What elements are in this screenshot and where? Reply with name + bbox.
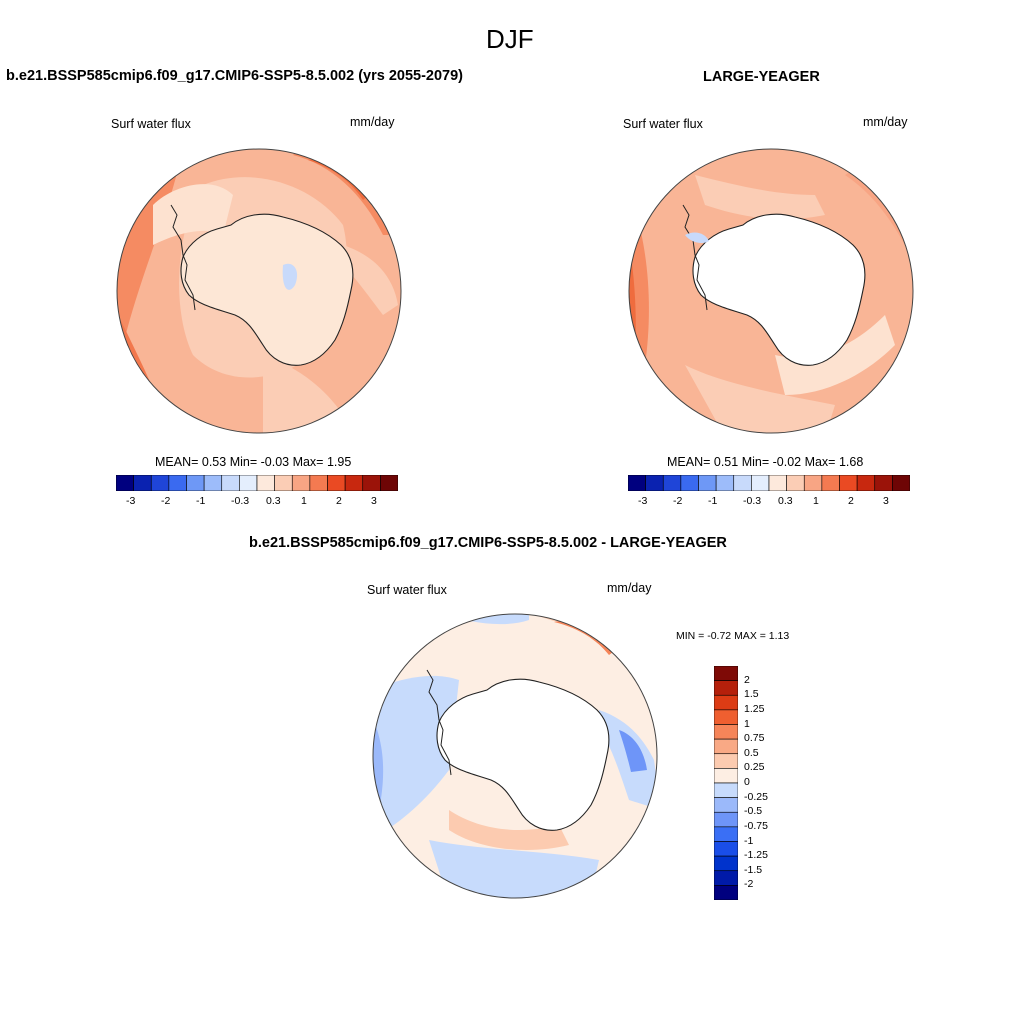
obs-colorbar-bin	[839, 475, 858, 491]
diff-units-label: mm/day	[607, 581, 652, 595]
diff-colorbar-bin	[714, 826, 738, 842]
diff-polar-map	[372, 613, 658, 899]
diff-colorbar-tick-label: 2	[744, 673, 750, 686]
model-colorbar-bin	[116, 475, 134, 491]
model-colorbar-bin	[150, 475, 170, 491]
diff-colorbar-tick-label: -2	[744, 878, 754, 891]
obs-colorbar-bin	[751, 475, 770, 491]
obs-panel-title: LARGE-YEAGER	[703, 69, 820, 85]
diff-colorbar-tick-label: 1.5	[744, 688, 759, 701]
diff-colorbar-tick-label: 0.75	[744, 732, 765, 745]
obs-colorbar-bin	[821, 475, 840, 491]
model-stats: MEAN= 0.53 Min= -0.03 Max= 1.95	[155, 455, 352, 469]
obs-colorbar-bin	[680, 475, 699, 491]
diff-colorbar-tick-label: -1.5	[744, 863, 763, 876]
diff-colorbar-bin	[714, 841, 738, 857]
model-colorbar-bin	[380, 475, 398, 491]
model-colorbar-bin	[186, 475, 205, 491]
model-variable-label: Surf water flux	[111, 117, 191, 131]
page-title: DJF	[486, 24, 534, 54]
obs-colorbar-tick-label: 2	[848, 495, 854, 507]
diff-variable-label: Surf water flux	[367, 583, 447, 597]
diff-colorbar-bin	[714, 797, 738, 813]
diff-colorbar-tick-label: 1.25	[744, 702, 765, 715]
diff-colorbar-bin	[714, 694, 738, 711]
obs-colorbar-tick-label: 1	[813, 495, 819, 507]
obs-colorbar-tick-label: -2	[673, 495, 683, 507]
diff-colorbar-tick-label: -0.25	[744, 790, 768, 803]
model-colorbar-tick-label: 1	[301, 495, 307, 507]
diff-colorbar-bin	[714, 753, 738, 769]
obs-colorbar-bin	[786, 475, 805, 491]
model-colorbar-bin	[327, 475, 346, 491]
diff-colorbar-bin	[714, 768, 738, 784]
model-colorbar-bin	[168, 475, 187, 491]
diff-colorbar-bin	[714, 724, 738, 740]
obs-stats: MEAN= 0.51 Min= -0.02 Max= 1.68	[667, 455, 864, 469]
diff-colorbar-tick-label: -0.5	[744, 805, 763, 818]
model-colorbar-bin	[239, 475, 258, 491]
diff-stats: MIN = -0.72 MAX = 1.13	[676, 630, 790, 642]
obs-colorbar-bin	[628, 475, 646, 491]
diff-colorbar-tick-label: -1.25	[744, 849, 768, 862]
model-polar-map	[116, 148, 402, 434]
diff-colorbar-tick-label: 0	[744, 776, 750, 788]
model-colorbar-bin	[309, 475, 328, 491]
diff-colorbar-bin	[714, 855, 738, 872]
model-panel-title: b.e21.BSSP585cmip6.f09_g17.CMIP6-SSP5-8.…	[6, 68, 464, 84]
diff-colorbar-bin	[714, 738, 738, 755]
obs-colorbar-bin	[715, 475, 735, 491]
obs-colorbar-tick-label: -1	[708, 495, 718, 507]
model-colorbar-bin	[274, 475, 293, 491]
diff-colorbar-tick-label: 1	[744, 717, 750, 730]
obs-colorbar-bin	[733, 475, 752, 491]
model-colorbar-bin	[221, 475, 240, 491]
model-colorbar-bin	[362, 475, 381, 491]
model-colorbar-bin	[344, 475, 364, 491]
diff-panel-title: b.e21.BSSP585cmip6.f09_g17.CMIP6-SSP5-8.…	[249, 535, 727, 551]
model-colorbar-tick-label: 0.3	[266, 495, 281, 507]
model-colorbar-bin	[133, 475, 152, 491]
model-colorbar-bin	[203, 475, 223, 491]
diff-colorbar-bin	[714, 782, 738, 798]
diff-colorbar-bin	[714, 666, 738, 681]
model-colorbar	[116, 475, 398, 491]
obs-colorbar-tick-label: -3	[638, 495, 648, 507]
model-colorbar-bin	[256, 475, 275, 491]
obs-colorbar-bin	[803, 475, 823, 491]
diff-colorbar-bin	[714, 811, 738, 828]
obs-colorbar-bin	[662, 475, 682, 491]
obs-colorbar-bin	[874, 475, 893, 491]
obs-units-label: mm/day	[863, 115, 908, 129]
model-colorbar-tick-label: -2	[161, 495, 171, 507]
obs-colorbar-bin	[645, 475, 664, 491]
model-colorbar-tick-label: 2	[336, 495, 342, 507]
model-colorbar-tick-label: -1	[196, 495, 206, 507]
model-colorbar-tick-label: -0.3	[231, 495, 250, 507]
obs-colorbar-tick-label: -0.3	[743, 495, 762, 507]
diff-colorbar-tick-label: 0.5	[744, 746, 759, 759]
obs-colorbar-bin	[856, 475, 876, 491]
diff-colorbar	[714, 666, 738, 900]
diff-colorbar-tick-label: -0.75	[744, 819, 768, 832]
diff-colorbar-bin	[714, 709, 738, 725]
obs-colorbar-bin	[698, 475, 717, 491]
obs-variable-label: Surf water flux	[623, 117, 703, 131]
model-colorbar-tick-label: 3	[371, 495, 377, 507]
obs-polar-map	[628, 148, 914, 434]
obs-colorbar-bin	[892, 475, 910, 491]
diff-colorbar-bin	[714, 680, 738, 696]
model-colorbar-bin	[291, 475, 311, 491]
obs-colorbar-tick-label: 0.3	[778, 495, 793, 507]
obs-colorbar	[628, 475, 910, 491]
model-colorbar-tick-label: -3	[126, 495, 136, 507]
diff-colorbar-tick-label: 0.25	[744, 761, 765, 774]
obs-colorbar-tick-label: 3	[883, 495, 889, 507]
model-units-label: mm/day	[350, 115, 395, 129]
diff-colorbar-bin	[714, 870, 738, 886]
diff-colorbar-bin	[714, 885, 738, 900]
diff-colorbar-tick-label: -1	[744, 834, 754, 847]
obs-colorbar-bin	[768, 475, 787, 491]
